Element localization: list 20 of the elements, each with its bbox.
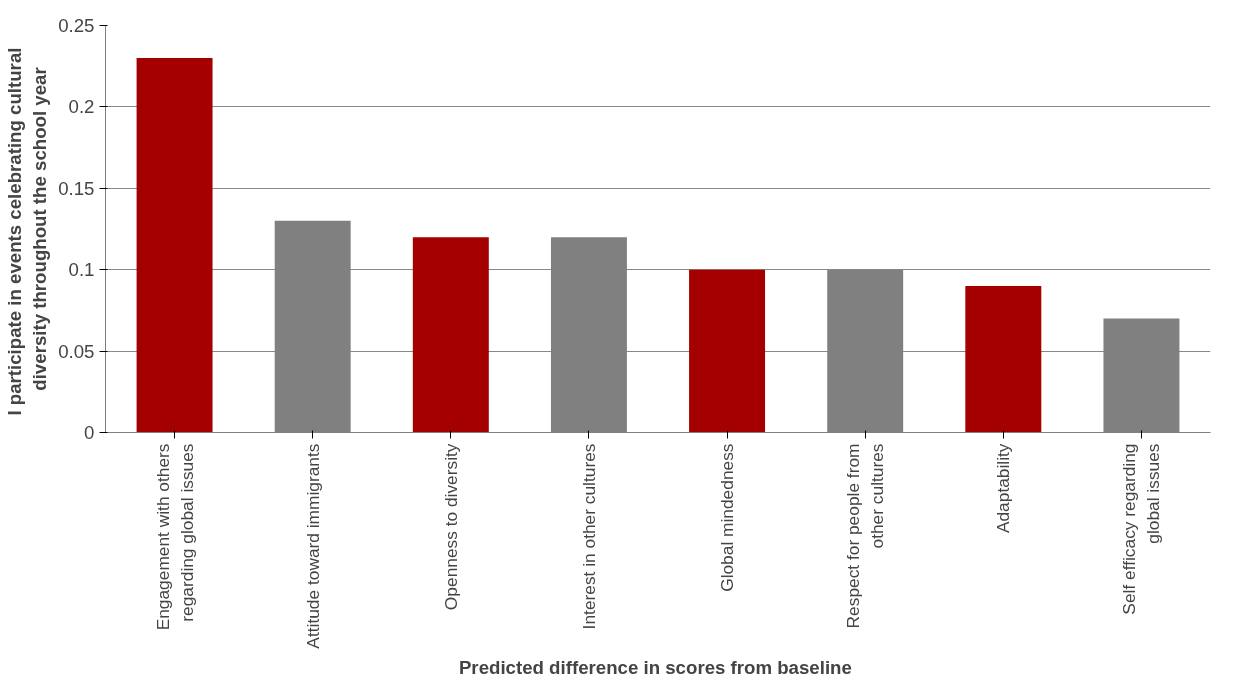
bar [965,285,1042,433]
y-tick-label: 0 [84,422,95,443]
x-axis-title: Predicted difference in scores from baseline [458,656,852,678]
bar [136,58,213,433]
y-tick-label: 0.05 [58,340,95,362]
x-tick-label: Self efficacy regarding global issues [1119,443,1164,615]
x-tick-label: Attitude toward immigrants [302,443,323,649]
y-tick-label: 0.1 [68,259,95,281]
x-tick-label: Engagement with others regarding global issues [152,443,197,631]
x-tick-label: Openness to diversity [440,443,461,611]
x-tick-label: Global mindedness [717,443,738,592]
y-tick-label: 0.2 [68,96,95,118]
y-tick-label: 0.15 [58,177,95,199]
x-tick-label: Adaptability [993,443,1014,534]
x-tick-label: Interest in other cultures [578,443,599,630]
x-tick-label: Respect for people from other cultures [843,443,888,629]
bar [412,237,489,433]
bar [689,269,766,433]
y-tick-label: 0.25 [58,15,95,36]
y-axis-title: I participate in events celebrating cultural diversity throughout the school year [3,47,51,416]
